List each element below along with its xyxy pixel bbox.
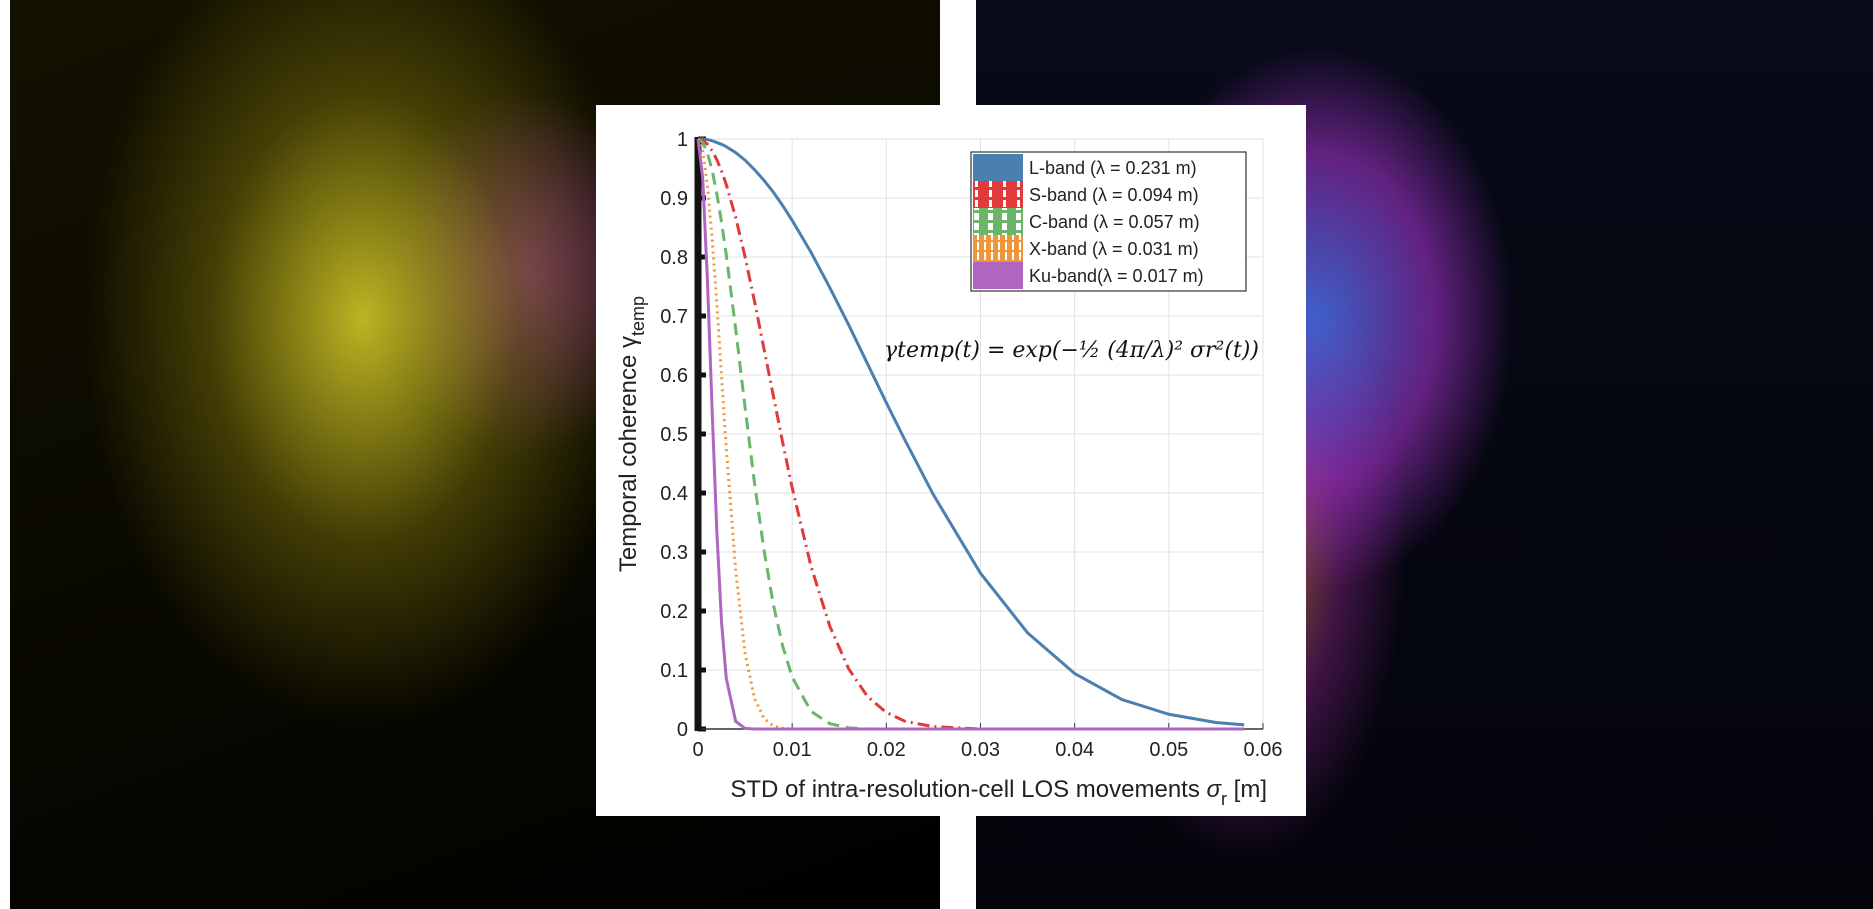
legend: L-band (λ = 0.231 m) S-band (λ = 0.094 m)… [970, 151, 1247, 292]
x-tick-label: 0 [692, 739, 703, 761]
y-tick-label: 0.8 [660, 247, 688, 269]
x-axis-label: STD of intra-resolution-cell LOS movemen… [730, 776, 1267, 811]
legend-label: X-band (λ = 0.031 m) [1029, 239, 1199, 259]
legend-swatch [973, 181, 1023, 208]
y-label-subscript: temp [628, 296, 648, 336]
legend-swatch [973, 154, 1023, 181]
legend-label: S-band (λ = 0.094 m) [1029, 185, 1199, 205]
legend-label: L-band (λ = 0.231 m) [1029, 158, 1197, 178]
x-label-unit: [m] [1234, 776, 1267, 803]
x-label-subscript: r [1221, 789, 1227, 809]
series-line [696, 138, 1245, 731]
x-label-symbol: σ [1207, 776, 1223, 803]
x-tick-label: 0.03 [961, 739, 1000, 761]
y-tick-label: 0.2 [660, 601, 688, 623]
y-tick-label: 0.5 [660, 424, 688, 446]
x-tick-label: 0.06 [1244, 739, 1283, 761]
legend-label: Ku-band(λ = 0.017 m) [1029, 266, 1204, 286]
x-tick-label: 0.01 [773, 739, 812, 761]
x-tick-label: 0.02 [867, 739, 906, 761]
y-tick-label: 0.3 [660, 542, 688, 564]
y-label-text: Temporal coherence γ [615, 336, 642, 572]
y-axis-label: Temporal coherence γtemp [615, 296, 648, 572]
series-line [698, 137, 1245, 727]
x-tick-label: 0.05 [1149, 739, 1188, 761]
legend-swatch [973, 208, 1023, 235]
y-tick-label: 0.6 [660, 365, 688, 387]
y-tick-label: 1 [677, 129, 688, 151]
equation: γtemp(t) = exp(−½ (4π/λ)² σr²(t)) [884, 338, 1259, 363]
y-tick-label: 0.4 [660, 483, 688, 505]
legend-label: C-band (λ = 0.057 m) [1029, 212, 1200, 232]
series-line [697, 137, 1245, 731]
legend-swatch [973, 262, 1023, 289]
y-tick-label: 0.9 [660, 188, 688, 210]
y-tick-label: 0 [677, 719, 688, 741]
x-tick-label: 0.04 [1055, 739, 1094, 761]
y-tick-label: 0.1 [660, 660, 688, 682]
legend-swatch [973, 235, 1023, 262]
x-label-text: STD of intra-resolution-cell LOS movemen… [730, 776, 1200, 803]
y-tick-label: 0.7 [660, 306, 688, 328]
